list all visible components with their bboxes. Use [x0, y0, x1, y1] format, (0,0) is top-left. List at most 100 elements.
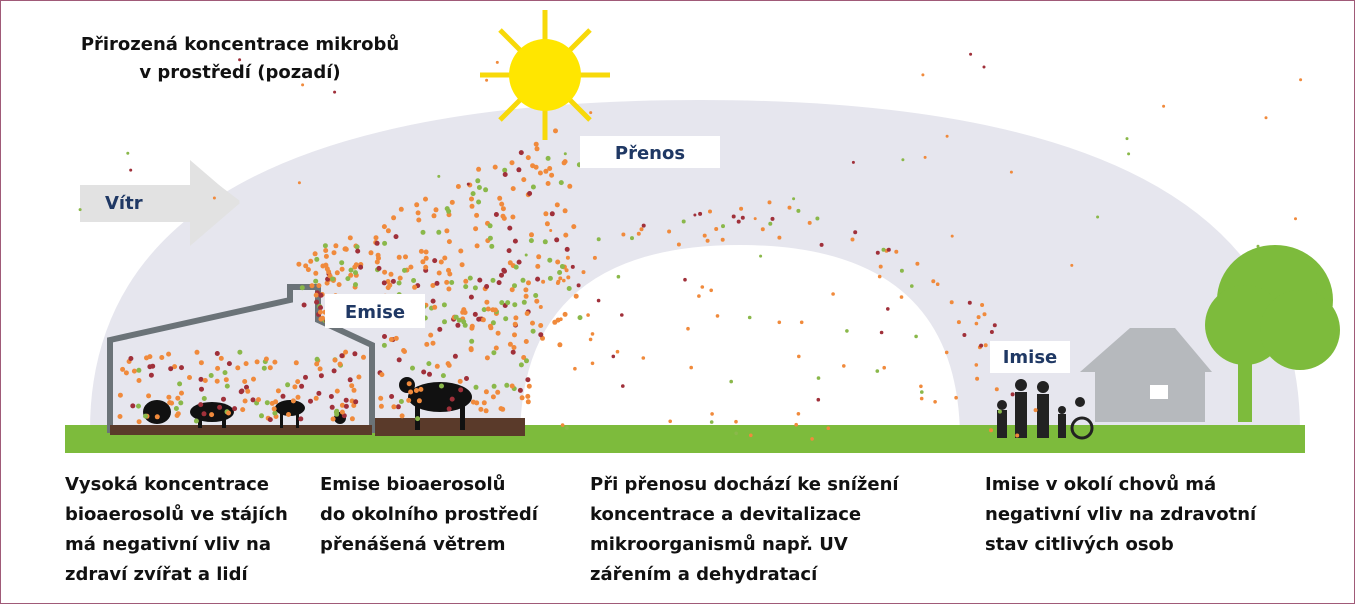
microbe [617, 275, 621, 279]
microbe [303, 375, 308, 380]
microbe [950, 300, 954, 304]
microbe [951, 235, 954, 238]
microbe [808, 221, 812, 225]
microbe [316, 391, 321, 396]
microbe [399, 207, 404, 212]
microbe [510, 215, 515, 220]
microbe [567, 184, 572, 189]
caption-line: koncentrace a devitalizace [590, 504, 861, 525]
microbe [511, 186, 516, 191]
microbe [455, 323, 460, 328]
microbe [1015, 434, 1019, 438]
microbe [493, 165, 498, 170]
microbe [268, 417, 273, 422]
microbe [408, 265, 413, 270]
microbe [709, 289, 713, 293]
microbe [563, 159, 568, 164]
microbe [303, 263, 308, 268]
microbe [427, 372, 432, 377]
microbe [447, 406, 452, 411]
microbe [535, 146, 540, 151]
microbe [240, 407, 245, 412]
microbe [187, 375, 192, 380]
microbe [215, 366, 220, 371]
microbe [683, 278, 687, 282]
microbe [566, 256, 570, 260]
microbe [667, 230, 671, 234]
microbe [295, 379, 300, 384]
microbe [920, 397, 924, 401]
microbe [406, 398, 411, 403]
microbe [768, 222, 772, 226]
microbe [1011, 392, 1015, 396]
microbe [488, 324, 493, 329]
microbe [810, 437, 814, 441]
microbe [476, 167, 481, 172]
caption-line: negativní vliv na zdravotní [985, 504, 1257, 525]
microbe [499, 202, 504, 207]
microbe [314, 396, 319, 401]
microbe [545, 221, 550, 226]
microbe [530, 321, 535, 326]
microbe [512, 332, 517, 337]
microbe [924, 156, 927, 159]
microbe [194, 419, 199, 424]
microbe [523, 287, 528, 292]
microbe [900, 269, 904, 273]
microbe [449, 280, 454, 285]
microbe [989, 428, 993, 432]
microbe [502, 269, 507, 274]
microbe [931, 279, 935, 283]
microbe [642, 224, 646, 228]
microbe [382, 270, 387, 275]
microbe [447, 239, 452, 244]
microbe [337, 282, 342, 287]
microbe [432, 305, 437, 310]
microbe [534, 142, 539, 147]
microbe [504, 383, 509, 388]
microbe [946, 135, 949, 138]
microbe [879, 265, 883, 269]
microbe [235, 365, 240, 370]
microbe [526, 280, 531, 285]
microbe [548, 276, 553, 281]
microbe [460, 310, 465, 315]
microbe [516, 167, 521, 172]
microbe [146, 393, 151, 398]
microbe [356, 375, 361, 380]
microbe [968, 301, 972, 305]
microbe [302, 303, 307, 308]
microbe [128, 356, 133, 361]
microbe [484, 389, 489, 394]
microbe [519, 362, 524, 367]
microbe [333, 358, 338, 363]
microbe [589, 338, 593, 342]
microbe [469, 197, 474, 202]
microbe [538, 171, 543, 176]
microbe [543, 239, 548, 244]
microbe [482, 400, 487, 405]
immission-label: Imise [1003, 347, 1058, 368]
microbe [215, 351, 220, 356]
microbe [330, 405, 335, 410]
microbe [788, 206, 792, 210]
microbe [556, 281, 560, 285]
microbe [522, 300, 527, 305]
microbe [800, 321, 804, 325]
microbe [166, 395, 171, 400]
microbe [529, 232, 534, 237]
microbe [314, 293, 319, 298]
microbe [525, 311, 530, 316]
caption-line: Vysoká koncentrace [65, 474, 269, 495]
microbe [640, 227, 644, 231]
microbe [538, 323, 543, 328]
microbe [149, 373, 154, 378]
microbe [771, 217, 775, 221]
microbe [1096, 216, 1099, 219]
microbe [497, 196, 502, 201]
microbe [355, 244, 360, 249]
microbe [454, 315, 459, 320]
microbe [526, 399, 531, 404]
microbe [546, 181, 551, 186]
microbe [213, 197, 216, 200]
